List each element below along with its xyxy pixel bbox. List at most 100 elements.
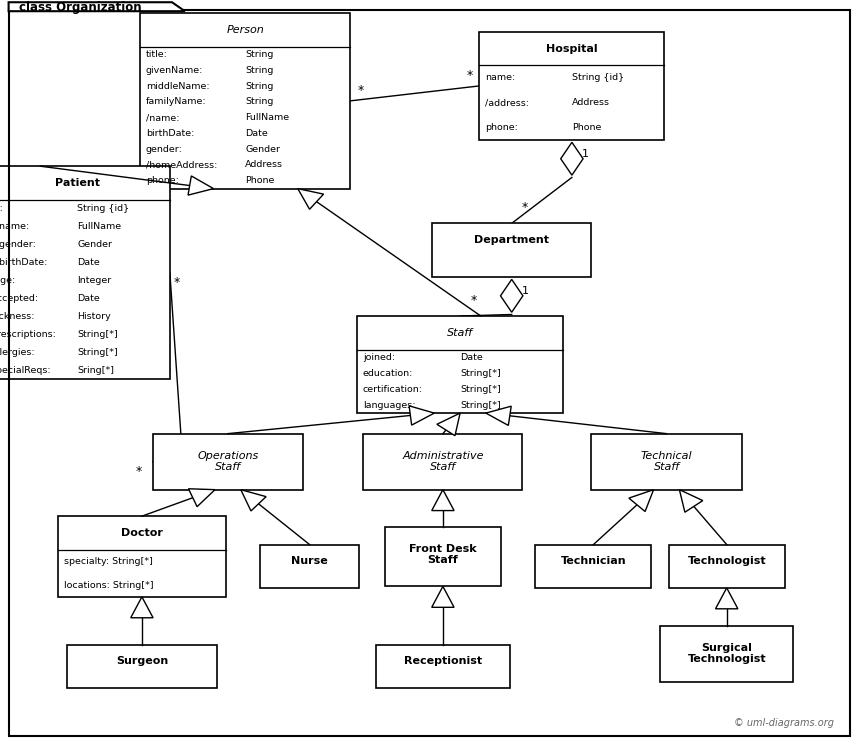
Polygon shape [432,586,454,607]
Polygon shape [298,188,323,209]
Polygon shape [131,597,153,618]
Text: specialty: String[*]: specialty: String[*] [64,557,153,566]
Text: Technical
Staff: Technical Staff [641,451,692,472]
Text: Front Desk
Staff: Front Desk Staff [409,544,476,565]
Text: String {id}: String {id} [572,73,624,82]
Bar [58,516,225,597]
Text: Administrative
Staff: Administrative Staff [402,451,483,472]
Text: String: String [245,50,273,59]
Polygon shape [437,413,460,436]
Text: FullName: FullName [245,113,289,123]
Text: FullName: FullName [77,222,121,232]
Text: joined:: joined: [363,353,395,362]
Bar [480,31,664,140]
Text: © uml-diagrams.org: © uml-diagrams.org [734,719,834,728]
Text: *: * [174,276,181,289]
Text: Hospital: Hospital [546,43,598,54]
Polygon shape [501,279,523,312]
Text: 1: 1 [582,149,589,159]
Text: *: * [522,202,528,214]
Text: Date: Date [460,353,482,362]
Text: Patient: Patient [55,178,100,188]
Text: String[*]: String[*] [77,347,118,357]
Bar [660,626,793,681]
Text: Date: Date [77,294,100,303]
Text: Gender: Gender [77,240,113,249]
Polygon shape [432,490,454,511]
Polygon shape [486,406,511,426]
Text: Phone: Phone [245,176,274,185]
Text: *: * [466,69,473,82]
Text: Department: Department [474,235,550,245]
Text: education:: education: [363,369,414,378]
Text: /name:: /name: [145,113,179,123]
Text: String[*]: String[*] [460,369,501,378]
Text: allergies:: allergies: [0,347,34,357]
Text: Sring[*]: Sring[*] [77,365,114,375]
Text: Person: Person [226,25,264,35]
Text: ^name:: ^name: [0,222,29,232]
Text: String: String [245,97,273,106]
Text: Nurse: Nurse [292,557,328,566]
Text: /address:: /address: [485,98,530,108]
Text: Date: Date [77,258,100,267]
Text: ^gender:: ^gender: [0,240,36,249]
Text: Address: Address [572,98,610,108]
Bar [377,645,509,688]
Polygon shape [679,490,703,512]
Text: title:: title: [145,50,168,59]
Text: Doctor: Doctor [121,528,163,538]
Text: *: * [358,84,364,97]
Text: String[*]: String[*] [460,385,501,394]
Polygon shape [409,406,434,425]
Polygon shape [241,490,266,511]
Text: String: String [245,66,273,75]
Bar [669,545,784,588]
Text: Surgeon: Surgeon [116,657,168,666]
Text: Surgical
Technologist: Surgical Technologist [687,643,766,664]
Text: Operations
Staff: Operations Staff [197,451,259,472]
Bar [153,433,304,490]
Text: /homeAddress:: /homeAddress: [145,161,217,170]
Text: 1: 1 [522,286,529,296]
Text: ^birthDate:: ^birthDate: [0,258,47,267]
Bar [592,433,741,490]
Polygon shape [188,489,215,506]
Text: phone:: phone: [145,176,179,185]
Text: *: * [136,465,143,478]
Text: certification:: certification: [363,385,423,394]
Text: Technician: Technician [561,557,626,566]
Text: locations: String[*]: locations: String[*] [64,580,154,589]
Bar [357,316,563,413]
Bar [260,545,359,588]
Polygon shape [716,588,738,609]
Text: givenName:: givenName: [145,66,203,75]
Bar [0,167,170,379]
Text: familyName:: familyName: [145,97,206,106]
Text: String: String [245,81,273,90]
Polygon shape [9,2,185,11]
Bar [432,223,592,277]
Text: Staff: Staff [447,328,473,338]
Text: Address: Address [245,161,283,170]
Text: phone:: phone: [485,123,519,132]
Text: *: * [470,294,476,307]
Text: gender:: gender: [145,145,182,154]
Text: Integer: Integer [77,276,112,285]
Text: languages:: languages: [363,400,415,409]
Text: String[*]: String[*] [460,400,501,409]
Bar [385,527,501,586]
Polygon shape [561,142,583,176]
Text: Date: Date [245,129,267,138]
Text: History: History [77,311,111,321]
Text: Gender: Gender [245,145,280,154]
Polygon shape [188,176,213,195]
Text: specialReqs:: specialReqs: [0,365,51,375]
Text: middleName:: middleName: [145,81,209,90]
Bar [67,645,217,688]
Text: name:: name: [485,73,516,82]
Bar [363,433,522,490]
Text: Technologist: Technologist [687,557,766,566]
Text: String[*]: String[*] [77,329,118,339]
Text: prescriptions:: prescriptions: [0,329,56,339]
